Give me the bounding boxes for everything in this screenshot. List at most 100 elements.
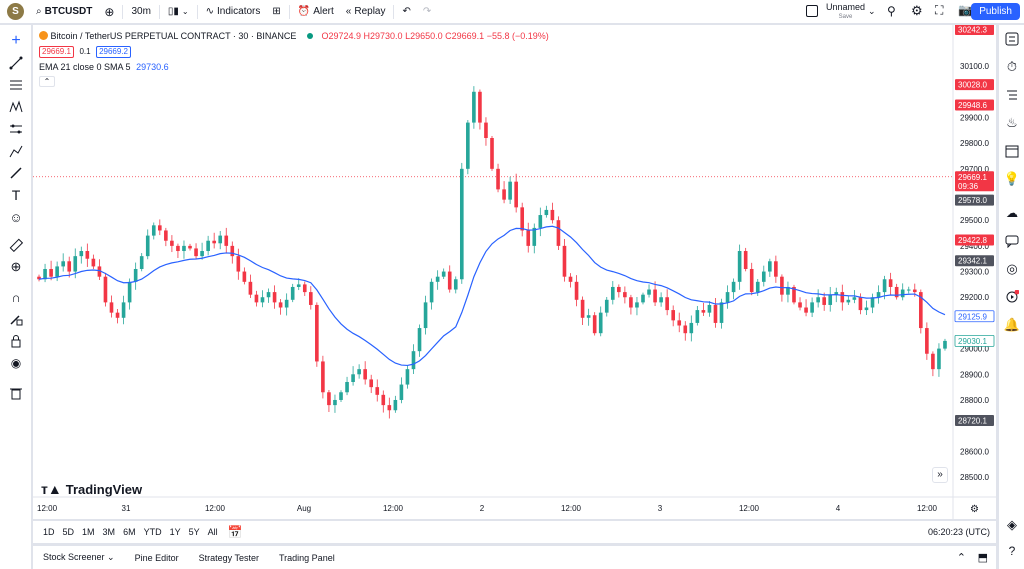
period-button-all[interactable]: All (207, 527, 218, 537)
layout-name-button[interactable]: Unnamed Save (826, 2, 865, 22)
alerts-clock-icon[interactable]: ⏱ (1006, 59, 1018, 74)
candle-body[interactable] (919, 292, 923, 329)
object-tree-icon[interactable] (1002, 85, 1022, 105)
candle-body[interactable] (858, 297, 863, 311)
zoom-in-icon[interactable]: ⊕ (10, 259, 22, 274)
forecast-icon[interactable] (6, 119, 26, 139)
candle-body[interactable] (774, 261, 778, 277)
chart-type-button[interactable]: ▯▮ ⌄ (162, 0, 195, 24)
candle-body[interactable] (260, 297, 265, 303)
maximize-panel-icon[interactable]: ⬒ (977, 552, 988, 564)
candle-body[interactable] (520, 207, 525, 231)
text-tool-icon[interactable]: T (11, 187, 21, 203)
candle-body[interactable] (115, 312, 120, 318)
candle-body[interactable] (502, 189, 506, 200)
candle-body[interactable] (701, 310, 706, 313)
trash-icon[interactable] (6, 383, 26, 403)
candle-body[interactable] (894, 286, 899, 298)
candle-body[interactable] (242, 271, 247, 282)
period-button-5y[interactable]: 5Y (188, 527, 200, 537)
panel-tab-pine-editor[interactable]: Pine Editor (134, 552, 179, 563)
candle-body[interactable] (447, 271, 452, 290)
chart-pane[interactable]: 30100.0 29900.0 29800.0 29700.0 29500.0 29400… (33, 25, 996, 519)
candle-body[interactable] (550, 209, 555, 221)
candle-body[interactable] (296, 284, 301, 287)
candle-body[interactable] (429, 281, 434, 303)
candle-body[interactable] (743, 251, 748, 269)
candle-body[interactable] (671, 310, 676, 321)
candle-body[interactable] (453, 279, 458, 290)
candle-body[interactable] (526, 230, 531, 246)
lock-icon[interactable] (6, 331, 26, 351)
candle-body[interactable] (870, 297, 875, 308)
candle-body[interactable] (435, 276, 440, 282)
candle-body[interactable] (254, 294, 259, 303)
settings-gear-icon[interactable]: ⚙ (911, 3, 923, 18)
period-button-1d[interactable]: 1D (43, 527, 55, 537)
candle-body[interactable] (635, 302, 639, 308)
period-button-6m[interactable]: 6M (123, 527, 136, 537)
candle-body[interactable] (846, 299, 851, 303)
candle-body[interactable] (478, 91, 482, 123)
ema-line[interactable] (38, 225, 946, 367)
candle-body[interactable] (852, 297, 857, 300)
candle-body[interactable] (816, 297, 820, 303)
candle-body[interactable] (103, 276, 108, 303)
notifications-icon[interactable]: ◎ (1006, 261, 1018, 276)
candle-body[interactable] (133, 268, 138, 282)
chat-icon[interactable] (1002, 231, 1022, 251)
candle-body[interactable] (399, 384, 404, 400)
candle-body[interactable] (532, 227, 537, 246)
candle-body[interactable] (321, 361, 325, 393)
candle-body[interactable] (786, 286, 790, 295)
quick-search-icon[interactable]: ⚲ (887, 4, 896, 18)
bid-price-button[interactable]: 29669.1 (39, 46, 74, 58)
ideas-lightbulb-icon[interactable]: 💡 (1003, 171, 1021, 186)
candle-body[interactable] (683, 325, 688, 334)
candle-body[interactable] (925, 328, 929, 354)
candle-body[interactable] (707, 304, 712, 313)
candle-body[interactable] (97, 266, 102, 277)
axis-settings-icon[interactable]: ⚙ (970, 504, 979, 515)
candle-body[interactable] (943, 340, 947, 349)
undo-button[interactable]: ↶ (396, 0, 416, 24)
candle-body[interactable] (170, 240, 174, 246)
candle-body[interactable] (351, 374, 355, 382)
crosshair-icon[interactable]: + (11, 32, 21, 49)
lock-pencil-icon[interactable] (6, 309, 26, 329)
candle-body[interactable] (405, 369, 410, 385)
candle-body[interactable] (67, 261, 72, 272)
candle-body[interactable] (562, 245, 567, 277)
help-icon[interactable]: ? (1008, 544, 1016, 558)
candle-body[interactable] (629, 297, 633, 308)
replay-button[interactable]: « Replay (340, 0, 392, 24)
candle-body[interactable] (315, 304, 319, 362)
candle-body[interactable] (212, 240, 216, 244)
candle-body[interactable] (327, 392, 331, 406)
candle-body[interactable] (822, 297, 826, 305)
interval-button[interactable]: 30m (131, 6, 151, 17)
candle-body[interactable] (864, 307, 869, 311)
candle-body[interactable] (290, 286, 295, 300)
candle-body[interactable] (749, 268, 754, 293)
candle-body[interactable] (719, 302, 724, 323)
candle-body[interactable] (677, 320, 682, 326)
candle-body[interactable] (472, 91, 476, 123)
candle-body[interactable] (604, 299, 609, 313)
candle-body[interactable] (375, 387, 380, 395)
hotlists-fire-icon[interactable]: ♨ (1006, 115, 1018, 130)
candle-body[interactable] (544, 209, 549, 216)
candle-body[interactable] (792, 286, 796, 303)
candle-body[interactable] (266, 292, 271, 298)
compare-button[interactable]: ⊕ (98, 0, 120, 24)
candle-body[interactable] (755, 281, 760, 293)
candle-body[interactable] (768, 261, 772, 272)
candle-body[interactable] (127, 281, 132, 303)
candle-body[interactable] (61, 261, 65, 267)
candle-body[interactable] (798, 302, 802, 308)
candle-body[interactable] (236, 256, 241, 272)
symbol-title[interactable]: Bitcoin / TetherUS PERPETUAL CONTRACT · … (50, 31, 297, 41)
pen-icon[interactable] (6, 163, 26, 183)
watchlist-icon[interactable] (1002, 29, 1022, 49)
symbol-search-button[interactable]: ⌕ BTCUSDT (30, 0, 98, 24)
